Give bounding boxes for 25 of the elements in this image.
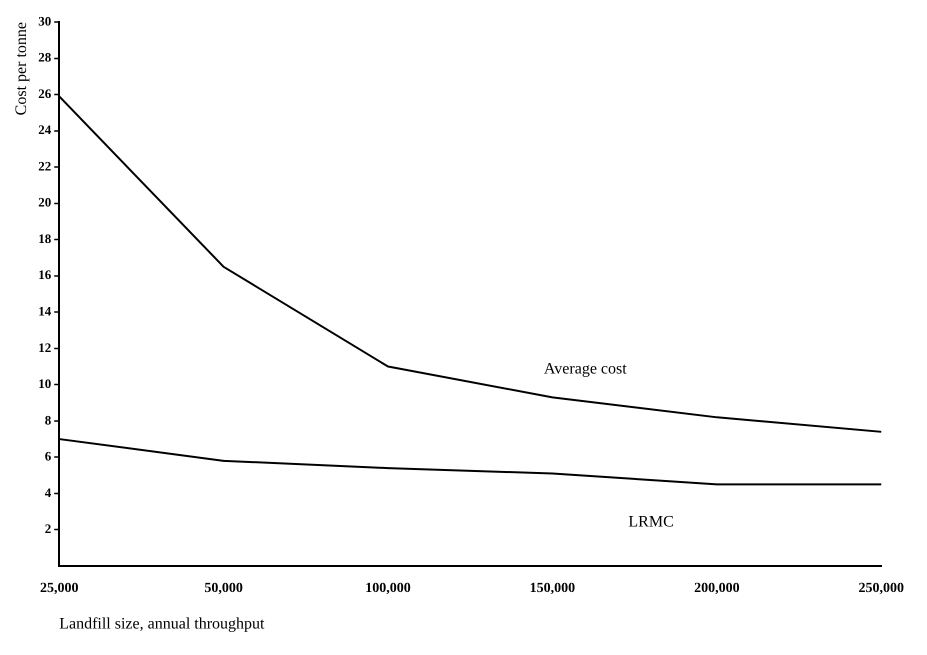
y-tick-label: 10 (38, 376, 52, 392)
y-tick-label: 18 (38, 230, 52, 246)
x-axis-title: Landfill size, annual throughput (59, 616, 266, 633)
y-tick-label: 12 (38, 340, 52, 355)
series-label: Average cost (544, 360, 628, 378)
series-label: LRMC (628, 513, 674, 530)
x-tick-label: 150,000 (530, 581, 576, 596)
y-tick-label: 14 (38, 303, 52, 318)
y-tick-label: 6 (44, 448, 52, 464)
x-tick-label: 50,000 (204, 581, 243, 596)
y-tick-label: 28 (38, 50, 52, 65)
y-tick-label: 24 (38, 122, 52, 138)
y-tick-label: 16 (38, 267, 52, 282)
y-tick-label: 20 (38, 194, 52, 210)
x-tick-label: 25,000 (40, 581, 78, 596)
y-axis-title: Cost per tonne (12, 22, 30, 116)
y-tick-label: 26 (38, 86, 52, 101)
x-tick-label: 200,000 (694, 581, 740, 596)
y-tick-label: 30 (38, 13, 52, 28)
y-tick-label: 22 (38, 158, 52, 174)
y-tick-label: 4 (44, 484, 52, 500)
x-tick-label: 100,000 (365, 581, 411, 596)
x-tick-label: 250,000 (858, 581, 904, 596)
y-tick-label: 8 (44, 412, 52, 428)
y-tick-label: 2 (44, 521, 52, 536)
